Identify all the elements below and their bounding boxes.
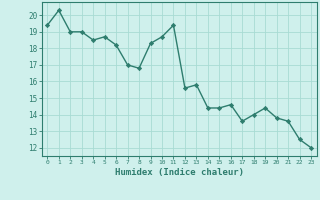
X-axis label: Humidex (Indice chaleur): Humidex (Indice chaleur): [115, 168, 244, 177]
